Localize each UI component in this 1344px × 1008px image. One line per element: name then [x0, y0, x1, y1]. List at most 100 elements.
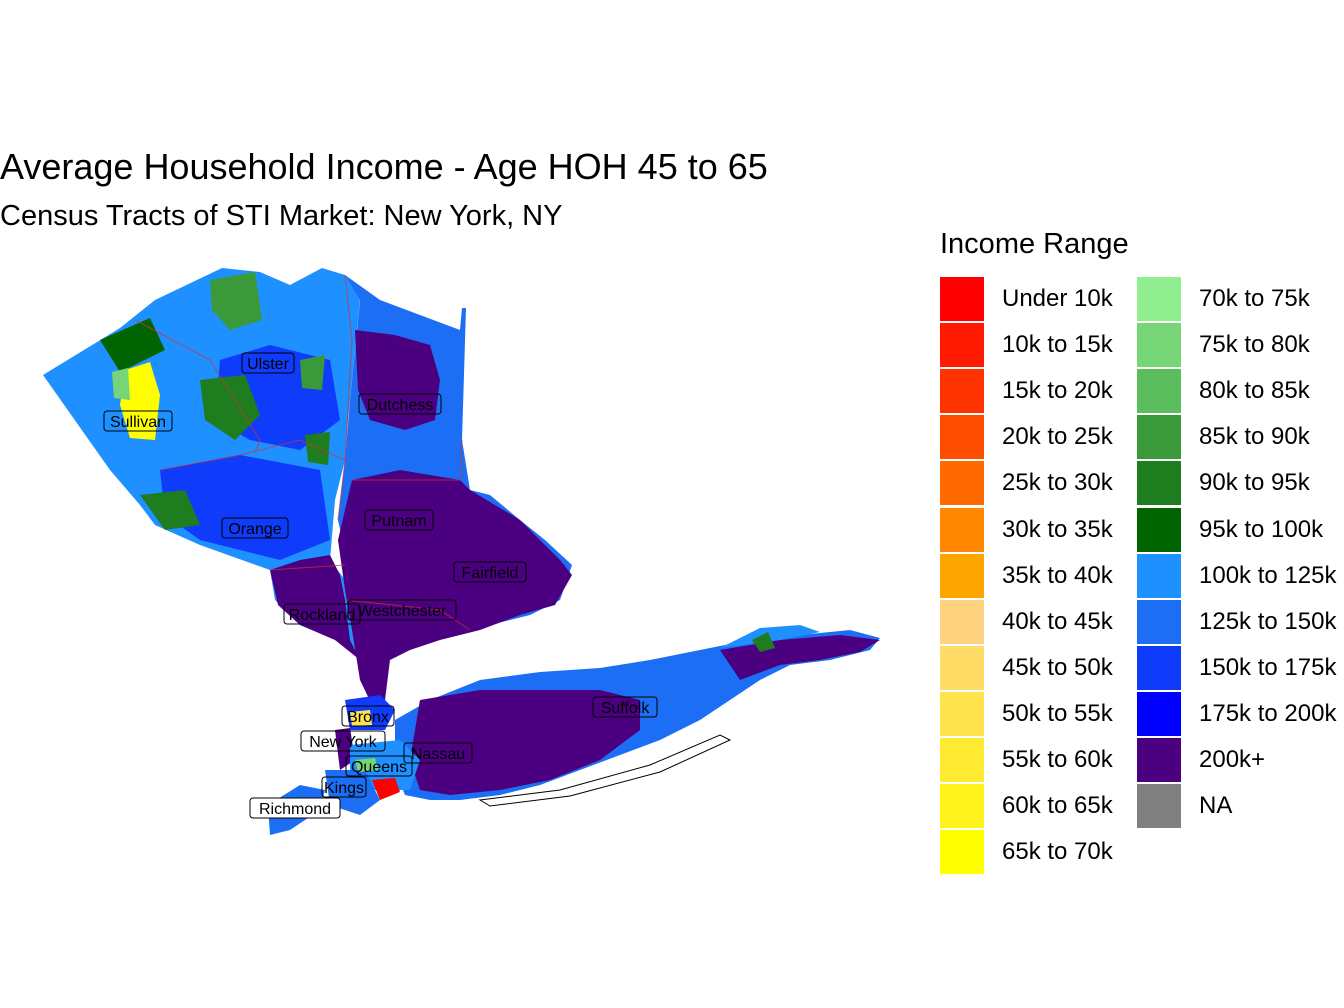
legend-swatch [1137, 553, 1181, 598]
legend-swatch [940, 830, 984, 875]
legend-swatch [940, 599, 984, 644]
legend-label: 45k to 50k [1002, 653, 1113, 681]
legend-label: 125k to 150k [1199, 607, 1337, 635]
svg-text:Fairfield: Fairfield [462, 565, 519, 582]
legend-label: 85k to 90k [1199, 423, 1310, 451]
legend-item: 60k to 65k [940, 784, 1113, 829]
legend-label: 40k to 45k [1002, 607, 1113, 635]
legend-item: 45k to 50k [940, 645, 1113, 690]
map-title: Average Household Income - Age HOH 45 to… [0, 146, 768, 187]
svg-text:Queens: Queens [351, 759, 407, 776]
legend-label: 75k to 80k [1199, 331, 1310, 359]
legend-item: 10k to 15k [940, 323, 1113, 368]
county-label-dutchess: Dutchess [358, 393, 442, 415]
legend-item: 35k to 40k [940, 553, 1113, 598]
legend-item: 65k to 70k [940, 830, 1113, 875]
legend-label: 55k to 60k [1002, 746, 1113, 773]
county-label-nassau: Nassau [403, 742, 473, 764]
legend-swatch [940, 507, 984, 552]
legend-swatch [1137, 738, 1181, 782]
legend-label: 95k to 100k [1199, 515, 1324, 543]
legend-swatch [1137, 784, 1181, 829]
svg-text:Dutchess: Dutchess [367, 397, 434, 414]
legend-label: 200k+ [1199, 746, 1266, 773]
legend-label: 30k to 35k [1002, 515, 1113, 543]
legend-item: 30k to 35k [940, 507, 1113, 552]
county-boundaries [134, 274, 471, 631]
region-red-1 [372, 778, 400, 800]
legend-swatch [940, 553, 984, 598]
legend-label: NA [1199, 792, 1233, 820]
legend-swatch [1137, 415, 1181, 460]
region-yellow-nyc [350, 710, 372, 726]
legend-label: 35k to 40k [1002, 561, 1113, 589]
svg-text:Richmond: Richmond [259, 801, 331, 818]
svg-text:Putnam: Putnam [371, 513, 426, 530]
legend-swatch [1137, 461, 1181, 506]
legend-label: 10k to 15k [1002, 331, 1113, 359]
region-long-island-purple [410, 690, 640, 795]
legend-item: 20k to 25k [940, 415, 1113, 460]
legend-item: 25k to 30k [940, 461, 1113, 506]
legend-swatch [940, 277, 984, 321]
region-green-4 [140, 490, 200, 530]
legend-label: 25k to 30k [1002, 469, 1113, 497]
legend-swatch [1137, 323, 1181, 368]
legend-item: 70k to 75k [1137, 277, 1310, 321]
county-label-sullivan: Sullivan [103, 410, 173, 432]
legend-title: Income Range [940, 228, 1129, 260]
legend-label: 90k to 95k [1199, 469, 1310, 497]
region-green-ct [752, 632, 775, 652]
legend-label: 150k to 175k [1199, 653, 1337, 681]
legend-item: 125k to 150k [1137, 599, 1337, 644]
region-green-5 [305, 432, 330, 465]
region-green-1 [210, 272, 262, 330]
legend-item: 80k to 85k [1137, 369, 1310, 414]
legend-label: Under 10k [1002, 285, 1113, 312]
legend-swatch [940, 323, 984, 368]
legend-label: 80k to 85k [1199, 377, 1310, 405]
county-label-orange: Orange [221, 517, 289, 539]
legend-item: 95k to 100k [1137, 507, 1324, 552]
legend-item: 40k to 45k [940, 599, 1113, 644]
legend-label: 65k to 70k [1002, 838, 1113, 866]
legend-item: 50k to 55k [940, 691, 1113, 736]
svg-text:New York: New York [309, 734, 378, 751]
svg-text:Ulster: Ulster [247, 356, 289, 373]
legend-item: 150k to 175k [1137, 645, 1337, 690]
legend-item: 90k to 95k [1137, 461, 1310, 506]
legend-item: Under 10k [940, 277, 1113, 321]
legend-item: 175k to 200k [1137, 691, 1336, 736]
county-label-richmond: Richmond [249, 797, 341, 819]
region-north-fork [720, 625, 820, 648]
legend-swatch [940, 415, 984, 460]
legend-swatch [1137, 599, 1181, 644]
county-label-fairfield: Fairfield [453, 561, 527, 583]
svg-text:Nassau: Nassau [411, 746, 465, 763]
legend-label: 50k to 55k [1002, 699, 1113, 727]
legend-swatch [1137, 691, 1181, 736]
region-westchester-fairfield [338, 470, 572, 705]
county-label-bronx: Bronx [341, 705, 395, 727]
legend-swatch [940, 461, 984, 506]
region-green-nyc [355, 758, 378, 772]
legend-item: 100k to 125k [1137, 553, 1337, 598]
svg-text:Bronx: Bronx [347, 709, 389, 726]
legend-swatch [1137, 277, 1181, 321]
region-rockland [270, 555, 360, 660]
region-yellow-1 [120, 362, 160, 440]
legend-swatch [940, 738, 984, 782]
legend-label: 20k to 25k [1002, 423, 1113, 451]
legend-label: 15k to 20k [1002, 377, 1113, 405]
county-label-putnam: Putnam [364, 509, 434, 531]
region-green-6 [300, 355, 325, 390]
region-green-2 [100, 318, 165, 372]
legend-label: 100k to 125k [1199, 561, 1337, 589]
county-label-queens: Queens [345, 755, 413, 777]
legend-item: 15k to 20k [940, 369, 1113, 414]
legend-item: 75k to 80k [1137, 323, 1310, 368]
legend-swatch [1137, 507, 1181, 552]
legend-swatch [940, 784, 984, 829]
county-label-kings: Kings [321, 776, 367, 798]
county-label-rockland: Rockland [283, 603, 361, 625]
